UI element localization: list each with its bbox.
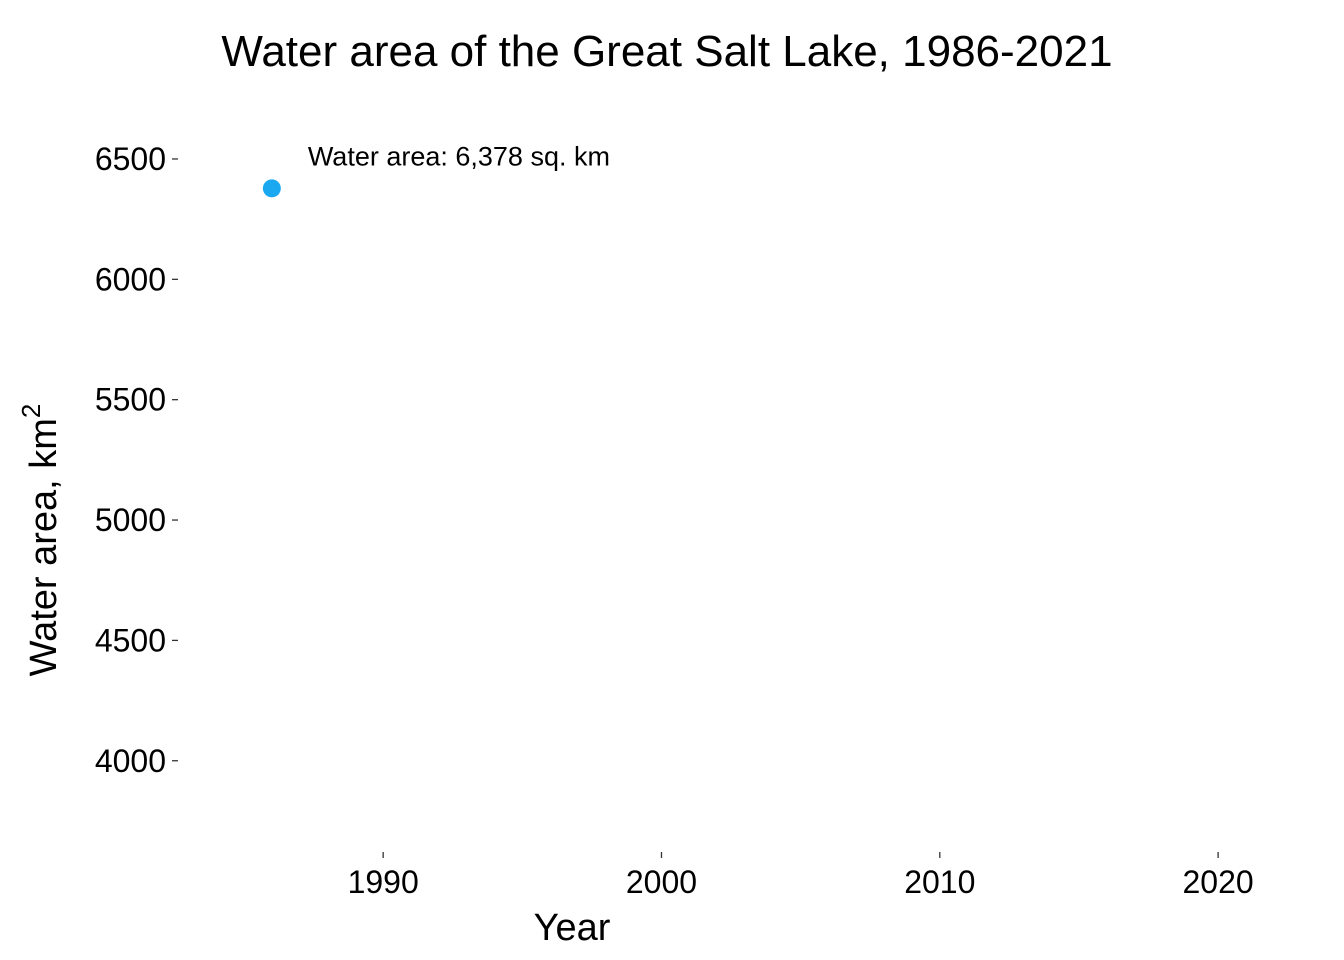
y-tick-label: 4500 <box>95 622 166 658</box>
y-axis: 4000 4500 5000 5500 6000 6500 <box>95 141 178 779</box>
x-tick-label: 2000 <box>626 864 697 900</box>
x-axis: 1990 2000 2010 2020 <box>348 852 1254 900</box>
x-tick-label: 2020 <box>1183 864 1254 900</box>
data-point <box>262 179 281 198</box>
chart-title: Water area of the Great Salt Lake, 1986-… <box>221 27 1112 76</box>
y-tick-label: 6500 <box>95 141 166 177</box>
annotations: Water area: 6,378 sq. km <box>308 141 610 171</box>
x-tick-label: 2010 <box>904 864 975 900</box>
y-tick-label: 5500 <box>95 382 166 418</box>
y-axis-label: Water area, km2 <box>16 404 65 677</box>
y-axis-label-superscript: 2 <box>16 404 46 418</box>
y-axis-label-text: Water area, km <box>23 418 65 676</box>
y-tick-label: 5000 <box>95 502 166 538</box>
x-axis-label: Year <box>534 907 611 949</box>
y-tick-label: 4000 <box>95 743 166 779</box>
y-tick-label: 6000 <box>95 261 166 297</box>
data-points <box>262 179 281 198</box>
x-tick-label: 1990 <box>348 864 419 900</box>
value-annotation: Water area: 6,378 sq. km <box>308 141 610 171</box>
